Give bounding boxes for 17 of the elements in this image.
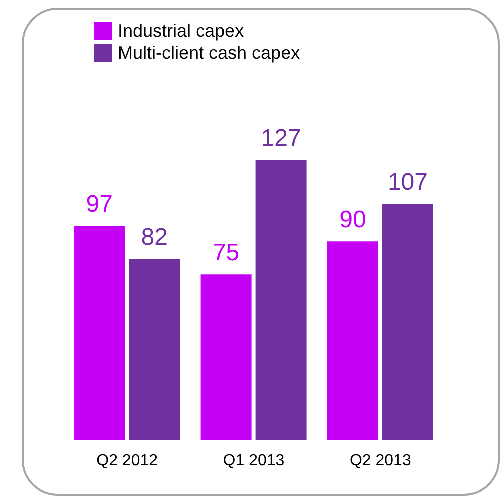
data-label: 107	[388, 169, 428, 196]
bar	[382, 204, 434, 440]
data-label: 90	[340, 206, 366, 234]
legend-label: Multi-client cash capex	[118, 42, 300, 64]
bar	[327, 242, 378, 440]
x-tick-label: Q2 2012	[96, 452, 158, 470]
bar	[74, 226, 126, 440]
data-label: 75	[212, 240, 240, 267]
data-label: 127	[261, 125, 302, 152]
bar	[129, 259, 180, 440]
bar	[200, 274, 252, 440]
bar	[256, 160, 307, 440]
data-label: 82	[141, 224, 168, 252]
data-label: 97	[86, 191, 113, 218]
legend-label: Industrial capex	[118, 20, 244, 42]
x-tick-label: Q2 2013	[350, 452, 412, 470]
x-tick-label: Q1 2013	[223, 452, 285, 470]
